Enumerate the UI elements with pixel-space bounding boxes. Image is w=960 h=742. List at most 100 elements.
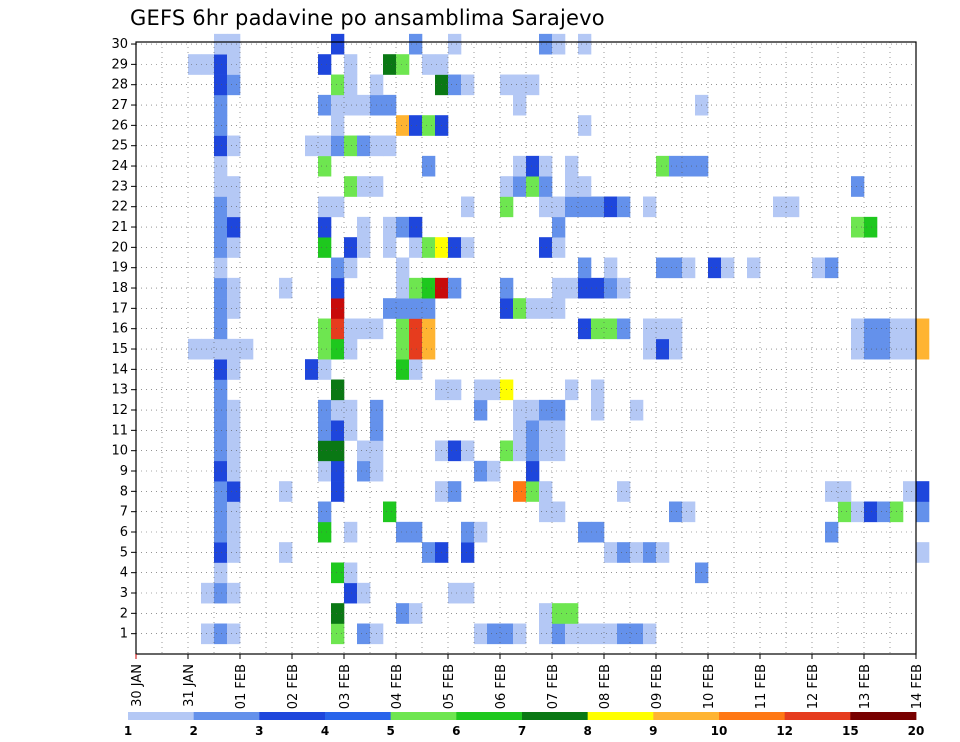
heatmap-cell bbox=[916, 481, 930, 502]
heatmap-cell bbox=[682, 257, 696, 279]
heatmap-cell bbox=[461, 542, 475, 563]
heatmap-cell bbox=[656, 257, 670, 279]
heatmap-cell bbox=[227, 298, 241, 319]
y-tick-label: 8 bbox=[120, 484, 128, 499]
heatmap-cell bbox=[409, 277, 423, 299]
heatmap-cell bbox=[279, 481, 293, 502]
heatmap-cell bbox=[331, 623, 345, 645]
heatmap-cell bbox=[513, 440, 527, 462]
heatmap-cell bbox=[227, 582, 241, 604]
heatmap-cell bbox=[344, 338, 358, 360]
colorbar-label: 1 bbox=[124, 724, 132, 738]
heatmap-cell bbox=[214, 481, 228, 502]
heatmap-cell bbox=[227, 237, 241, 258]
colorbar-swatch bbox=[522, 712, 589, 720]
heatmap-cell bbox=[448, 74, 462, 96]
y-axis: 1234567891011121314151617181920212223242… bbox=[111, 37, 136, 642]
heatmap-cell bbox=[539, 440, 553, 462]
heatmap-cell bbox=[409, 115, 423, 136]
heatmap-cell bbox=[604, 257, 618, 279]
heatmap-cell bbox=[396, 257, 410, 279]
heatmap-cell bbox=[864, 338, 878, 360]
heatmap-cell bbox=[526, 298, 540, 319]
colorbar-label: 10 bbox=[711, 724, 728, 738]
heatmap-cell bbox=[617, 542, 631, 563]
y-tick-label: 30 bbox=[111, 37, 128, 52]
heatmap-cell bbox=[201, 54, 215, 75]
heatmap-cell bbox=[214, 115, 228, 136]
heatmap-cell bbox=[578, 623, 592, 645]
heatmap-cell bbox=[227, 338, 241, 360]
y-tick-label: 15 bbox=[111, 342, 128, 357]
heatmap-cell bbox=[474, 460, 488, 482]
heatmap-cells bbox=[188, 33, 930, 645]
heatmap-cell bbox=[578, 277, 592, 299]
heatmap-cell bbox=[214, 338, 228, 360]
heatmap-cell bbox=[721, 257, 735, 279]
heatmap-cell bbox=[214, 582, 228, 604]
colorbar-label: 9 bbox=[649, 724, 657, 738]
heatmap-cell bbox=[877, 318, 891, 340]
heatmap-cell bbox=[344, 399, 358, 421]
heatmap-cell bbox=[318, 237, 332, 258]
colorbar-label: 5 bbox=[386, 724, 394, 738]
heatmap-cell bbox=[864, 216, 878, 238]
y-tick-label: 20 bbox=[111, 240, 128, 255]
heatmap-cell bbox=[513, 399, 527, 421]
heatmap-cell bbox=[578, 176, 592, 197]
heatmap-cell bbox=[864, 318, 878, 340]
heatmap-cell bbox=[279, 277, 293, 299]
heatmap-cell bbox=[526, 74, 540, 96]
heatmap-cell bbox=[383, 135, 397, 157]
heatmap-cell bbox=[396, 521, 410, 543]
heatmap-cell bbox=[214, 176, 228, 197]
heatmap-cell bbox=[201, 623, 215, 645]
heatmap-cell bbox=[422, 542, 436, 563]
heatmap-cell bbox=[552, 440, 566, 462]
heatmap-cell bbox=[539, 298, 553, 319]
heatmap-cell bbox=[643, 196, 657, 218]
heatmap-cell bbox=[227, 54, 241, 75]
heatmap-cell bbox=[851, 338, 865, 360]
heatmap-cell bbox=[214, 562, 228, 584]
heatmap-cell bbox=[344, 54, 358, 75]
heatmap-cell bbox=[747, 257, 761, 279]
y-tick-label: 14 bbox=[111, 362, 128, 377]
heatmap-cell bbox=[552, 216, 566, 238]
heatmap-cell bbox=[383, 54, 397, 75]
y-tick-label: 5 bbox=[120, 545, 128, 560]
heatmap-cell bbox=[318, 460, 332, 482]
heatmap-cell bbox=[539, 501, 553, 523]
y-tick-label: 10 bbox=[111, 444, 128, 459]
heatmap-cell bbox=[357, 318, 371, 340]
heatmap-cell bbox=[214, 379, 228, 401]
heatmap-cell bbox=[383, 94, 397, 116]
heatmap-cell bbox=[591, 379, 605, 401]
heatmap-cell bbox=[331, 94, 345, 116]
heatmap-cell bbox=[344, 257, 358, 279]
heatmap-cell bbox=[539, 399, 553, 421]
heatmap-cell bbox=[331, 298, 345, 319]
x-tick-label: 08 FEB bbox=[598, 664, 613, 709]
heatmap-cell bbox=[916, 338, 930, 360]
heatmap-cell bbox=[201, 338, 215, 360]
heatmap-cell bbox=[344, 74, 358, 96]
heatmap-cell bbox=[214, 196, 228, 218]
heatmap-cell bbox=[526, 155, 540, 177]
y-tick-label: 12 bbox=[111, 403, 128, 418]
x-tick-label: 10 FEB bbox=[702, 664, 717, 709]
heatmap-cell bbox=[214, 216, 228, 238]
heatmap-cell bbox=[461, 582, 475, 604]
y-tick-label: 13 bbox=[111, 383, 128, 398]
colorbar-swatch bbox=[325, 712, 392, 720]
heatmap-cell bbox=[422, 237, 436, 258]
heatmap-cell bbox=[214, 359, 228, 380]
heatmap-cell bbox=[656, 155, 670, 177]
heatmap-cell bbox=[279, 542, 293, 563]
heatmap-cell bbox=[214, 277, 228, 299]
heatmap-cell bbox=[331, 440, 345, 462]
heatmap-cell bbox=[318, 155, 332, 177]
heatmap-cell bbox=[318, 338, 332, 360]
heatmap-cell bbox=[526, 399, 540, 421]
heatmap-cell bbox=[396, 298, 410, 319]
